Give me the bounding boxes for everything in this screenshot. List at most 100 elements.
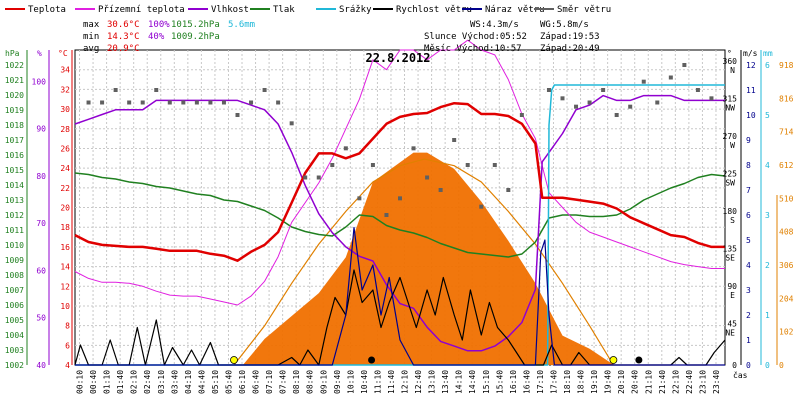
celsius-tick-label: 4 (65, 361, 70, 370)
celsius-tick-label: 10 (60, 302, 70, 311)
celsius-tick-label: 26 (60, 144, 70, 153)
time-tick-label: 07:40 (279, 370, 288, 394)
direction-tick-label: 270 (723, 132, 738, 141)
ms-tick-label: 3 (746, 286, 751, 295)
wind-direction-point (709, 96, 714, 101)
direction-tick-compass: E (730, 291, 735, 300)
percent-tick-label: 80 (36, 172, 46, 181)
time-tick-label: 03:40 (170, 370, 179, 394)
direction-tick-label: 90 (727, 282, 737, 291)
series-wind-gust (75, 226, 725, 366)
stat-max-press: 1015.2hPa (171, 20, 220, 30)
time-tick-label: 14:10 (455, 370, 464, 394)
wind-direction-point (167, 100, 172, 105)
wind-direction-point (411, 146, 416, 151)
ms-tick-label: 11 (746, 86, 756, 95)
time-tick-label: 22:10 (671, 370, 680, 394)
time-tick-label: 09:40 (333, 370, 342, 394)
wind-direction-point (249, 100, 254, 105)
series-humidity (74, 94, 725, 352)
time-tick-label: 08:10 (292, 370, 301, 394)
ms-tick-label: 0 (746, 361, 751, 370)
hpa-tick-label: 1007 (5, 286, 24, 295)
time-tick-label: 21:10 (644, 370, 653, 394)
hpa-tick-label: 1008 (5, 271, 24, 280)
time-tick-label: 01:10 (103, 370, 112, 394)
solar-tick-label: 612 (779, 161, 794, 170)
wind-direction-point (276, 100, 281, 105)
time-tick-label: 23:10 (698, 370, 707, 394)
stat-min-label: min (83, 32, 99, 42)
wind-direction-point (384, 213, 389, 217)
time-tick-label: 13:40 (441, 370, 450, 394)
time-tick-label: 17:10 (536, 370, 545, 394)
time-tick-label: 17:40 (549, 370, 558, 394)
wind-direction-point (574, 104, 579, 109)
stat-max-label: max (83, 20, 100, 30)
time-tick-label: 08:40 (306, 370, 315, 394)
wind-direction-point (519, 113, 524, 117)
direction-tick-compass: SW (725, 179, 735, 188)
percent-tick-label: 100 (32, 77, 47, 86)
mm-tick-label: 2 (765, 261, 770, 270)
unit-ms: m/s (743, 49, 758, 58)
solar-tick-label: 204 (779, 294, 794, 303)
stat-min-press: 1009.2hPa (171, 32, 220, 42)
unit-deg: ° (727, 49, 732, 58)
legend-label: Směr větru (557, 5, 611, 15)
wind-direction-point (316, 175, 321, 180)
legend-label: Teplota (28, 5, 66, 15)
direction-tick-compass: SE (725, 254, 735, 263)
hpa-tick-label: 1017 (5, 136, 24, 145)
percent-tick-label: 60 (36, 266, 46, 275)
wind-direction-point (682, 63, 687, 67)
time-tick-label: 10:40 (360, 370, 369, 394)
wind-direction-point (357, 196, 362, 201)
direction-tick-compass: S (730, 216, 735, 225)
stat-avg-temp: 20.9°C (107, 44, 140, 54)
percent-tick-label: 90 (36, 125, 46, 134)
mm-tick-label: 5 (765, 111, 770, 120)
wind-direction-point (695, 88, 700, 92)
axis-units: hPa % °C ° m/s mm čas (5, 49, 773, 380)
series-sun-elevation (233, 158, 614, 366)
unit-celsius: °C (58, 49, 68, 58)
wind-direction-point (479, 204, 484, 209)
hpa-tick-label: 1002 (5, 361, 24, 370)
moonset-marker (635, 356, 643, 364)
solar-tick-label: 510 (779, 194, 794, 203)
ms-tick-label: 4 (746, 261, 751, 270)
direction-tick-compass: NE (725, 329, 735, 338)
celsius-tick-label: 12 (60, 282, 70, 291)
time-tick-label: 12:10 (401, 370, 410, 394)
chart-title: 22.8.2012 (365, 51, 430, 65)
time-tick-label: 16:10 (509, 370, 518, 394)
celsius-tick-label: 22 (60, 184, 70, 193)
hpa-tick-label: 1009 (5, 256, 24, 265)
celsius-tick-label: 16 (60, 243, 70, 252)
hpa-tick-label: 1010 (5, 241, 24, 250)
stats-block: max 30.6°C 100% 1015.2hPa 5.6mm min 14.3… (83, 20, 255, 54)
hpa-tick-label: 1013 (5, 196, 24, 205)
wind-direction-point (235, 113, 240, 117)
sunset-marker (609, 356, 618, 364)
hpa-tick-label: 1018 (5, 121, 24, 130)
wind-direction-point (343, 146, 348, 151)
wind-direction-point (208, 100, 213, 105)
mm-tick-label: 6 (765, 61, 770, 70)
percent-tick-label: 40 (36, 361, 46, 370)
hpa-tick-label: 1003 (5, 346, 24, 355)
direction-tick-label: 360 (723, 57, 738, 66)
wind-direction-point (655, 100, 660, 105)
unit-mm: mm (763, 49, 773, 58)
hpa-tick-label: 1022 (5, 61, 24, 70)
wind-direction-point (86, 100, 91, 105)
hpa-tick-label: 1012 (5, 211, 24, 220)
series-rain (75, 84, 725, 366)
celsius-tick-label: 20 (60, 204, 70, 213)
time-tick-label: 05:10 (211, 370, 220, 394)
celsius-tick-label: 6 (65, 341, 70, 350)
time-tick-label: 19:10 (590, 370, 599, 394)
ms-tick-label: 8 (746, 161, 751, 170)
